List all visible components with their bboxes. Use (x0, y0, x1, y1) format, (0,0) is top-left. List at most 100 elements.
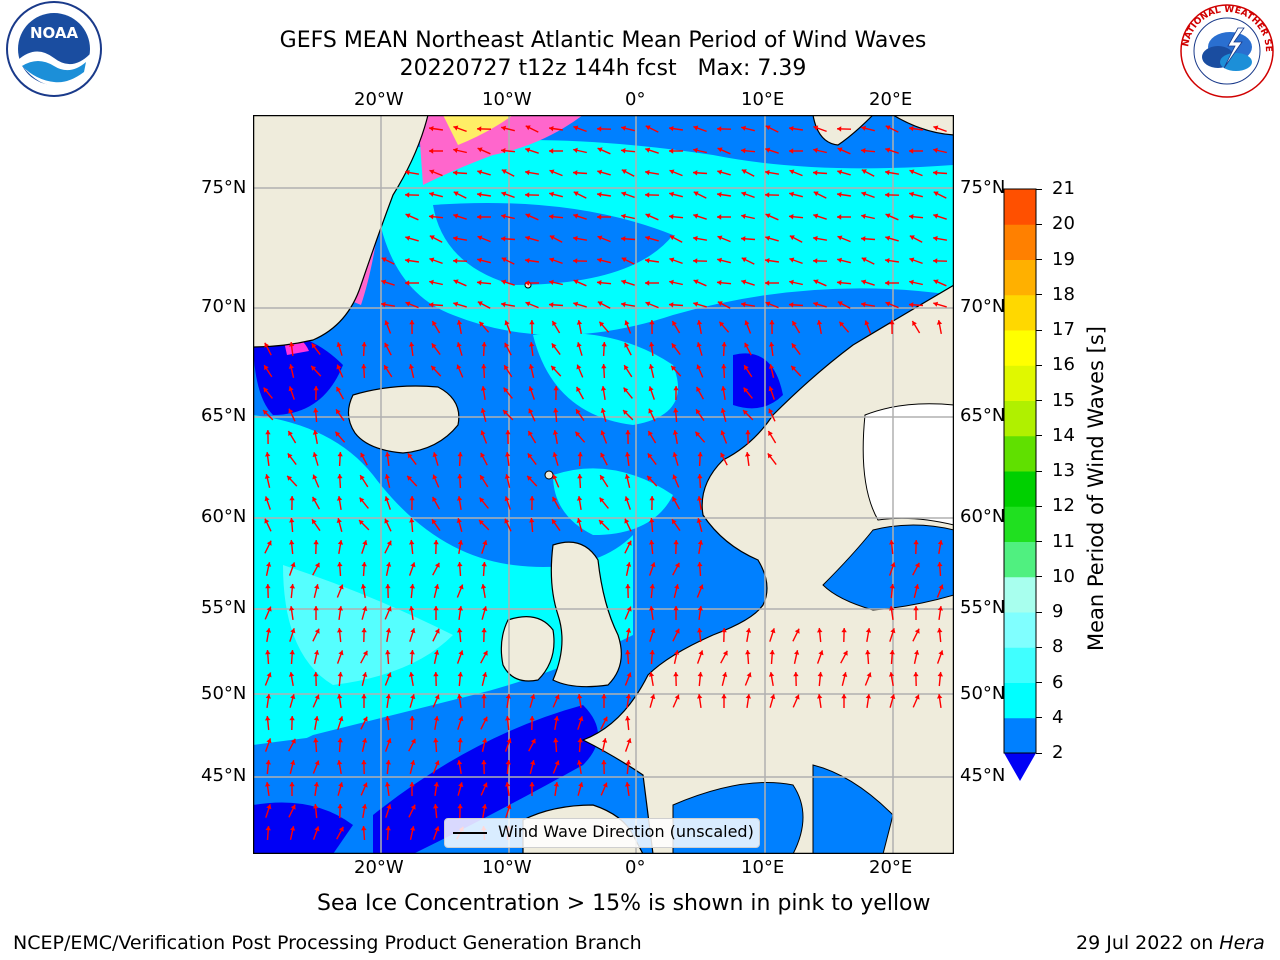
wave-direction-arrowhead (912, 321, 917, 326)
wave-direction-arrowhead (673, 540, 679, 545)
wave-direction-arrowhead (311, 365, 317, 371)
colorbar-segment (1004, 541, 1036, 578)
colorbar-tick-mark (1036, 752, 1042, 754)
land-great-britain (550, 541, 622, 688)
wave-direction-arrowhead (289, 716, 295, 721)
wave-direction-arrowhead (552, 474, 558, 480)
wave-direction-arrowhead (721, 694, 727, 699)
wave-direction-arrowhead (673, 672, 679, 677)
wave-direction-arrowhead (432, 321, 437, 326)
wave-direction-arrowhead (434, 650, 440, 655)
wave-direction-arrowhead (813, 191, 819, 197)
wave-direction-arrowhead (287, 475, 293, 481)
wave-direction-arrowhead (765, 169, 770, 176)
wave-direction-arrowhead (813, 170, 818, 176)
wave-direction-arrowhead (549, 169, 555, 175)
wave-direction-arrowhead (885, 125, 891, 131)
wave-direction-arrowhead (621, 125, 626, 131)
wave-direction-arrowhead (672, 452, 678, 458)
wave-direction-arrowhead (552, 321, 557, 326)
colorbar-tick-label: 12 (1052, 495, 1075, 517)
wave-direction-arrowhead (479, 497, 485, 503)
lat-label-left: 55°N (201, 597, 247, 618)
wave-direction-arrowhead (336, 364, 342, 370)
wave-direction-arrowhead (817, 672, 823, 677)
wave-direction-arrowhead (765, 125, 771, 131)
wave-direction-arrowhead (909, 126, 914, 132)
wave-direction-arrowhead (647, 475, 653, 481)
lat-label-left: 60°N (201, 506, 247, 527)
colorbar-tick-mark (1036, 646, 1042, 648)
land-svalbard (812, 115, 874, 146)
wave-direction-arrowhead (458, 650, 464, 656)
wave-direction-arrowhead (407, 453, 413, 459)
wave-direction-arrowhead (433, 716, 440, 721)
wave-direction-arrowhead (482, 606, 488, 612)
wave-direction-arrowhead (696, 409, 701, 415)
wave-direction-arrowhead (525, 147, 531, 153)
wave-direction-arrowhead (528, 431, 533, 436)
wave-direction-arrowhead (837, 301, 843, 307)
wave-direction-arrowhead (765, 235, 771, 241)
wave-direction-arrowhead (693, 147, 698, 153)
wave-direction-arrowhead (503, 410, 508, 415)
wave-direction-arrowhead (741, 236, 746, 242)
wave-direction-arrowhead (697, 606, 703, 611)
wave-direction-arrowhead (768, 408, 774, 414)
wave-direction-arrowhead (717, 235, 723, 241)
wave-direction-arrowhead (554, 760, 560, 766)
wave-direction-arrowhead (405, 258, 410, 264)
wave-direction-arrowhead (672, 519, 677, 525)
wave-direction-arrowhead (337, 452, 343, 457)
colorbar-tick-mark (1036, 470, 1042, 472)
wave-direction-arrowhead (481, 628, 487, 633)
wave-direction-arrowhead (289, 540, 295, 545)
wave-direction-arrowhead (626, 540, 632, 546)
wave-direction-arrowhead (529, 342, 535, 347)
wave-direction-arrowhead (409, 342, 415, 347)
wave-direction-arrowhead (837, 280, 842, 286)
wave-direction-arrowhead (290, 628, 296, 634)
wave-direction-arrowhead (914, 694, 920, 700)
wave-direction-arrowhead (314, 826, 320, 832)
wave-direction-arrowhead (384, 365, 389, 371)
wave-direction-arrowhead (409, 650, 415, 655)
wave-direction-arrowhead (576, 342, 582, 348)
wave-direction-arrowhead (837, 147, 843, 153)
wave-direction-arrowhead (504, 320, 510, 326)
wave-direction-arrowhead (674, 650, 680, 655)
colorbar-segment (1004, 682, 1036, 719)
wave-direction-arrowhead (648, 408, 654, 414)
wave-direction-arrowhead (312, 452, 318, 458)
lat-label-left: 65°N (201, 405, 247, 426)
wave-direction-arrowhead (314, 584, 320, 589)
colorbar-tick-mark (1036, 400, 1042, 401)
wave-direction-arrowhead (861, 301, 866, 308)
lat-label-left: 50°N (201, 683, 247, 704)
wave-direction-arrowhead (457, 628, 463, 633)
wave-direction-arrowhead (933, 147, 938, 153)
wave-direction-arrowhead (889, 584, 895, 589)
wave-direction-arrowhead (673, 606, 679, 611)
wave-direction-arrowhead (937, 606, 943, 611)
wave-direction-arrowhead (719, 321, 725, 327)
wave-direction-arrowhead (741, 191, 747, 197)
wave-direction-arrowhead (385, 826, 391, 831)
wave-direction-arrowhead (434, 562, 440, 568)
wave-direction-arrowhead (768, 364, 774, 369)
wave-direction-arrowhead (386, 804, 392, 810)
wave-direction-arrowhead (625, 716, 631, 721)
wave-direction-arrowhead (864, 320, 870, 326)
wave-direction-arrowhead (410, 738, 416, 744)
wave-direction-arrowhead (505, 452, 511, 457)
footer-credit: NCEP/EMC/Verification Post Processing Pr… (13, 932, 642, 954)
wave-direction-arrowhead (813, 235, 818, 242)
wave-direction-arrowhead (264, 496, 270, 502)
wave-direction-arrowhead (265, 782, 271, 787)
wave-direction-arrowhead (722, 650, 728, 656)
wave-direction-arrowhead (479, 321, 485, 327)
wave-direction-arrowhead (794, 650, 800, 655)
wave-direction-arrowhead (744, 365, 749, 371)
wave-direction-arrowhead (671, 365, 677, 371)
wave-direction-arrowhead (457, 540, 464, 545)
